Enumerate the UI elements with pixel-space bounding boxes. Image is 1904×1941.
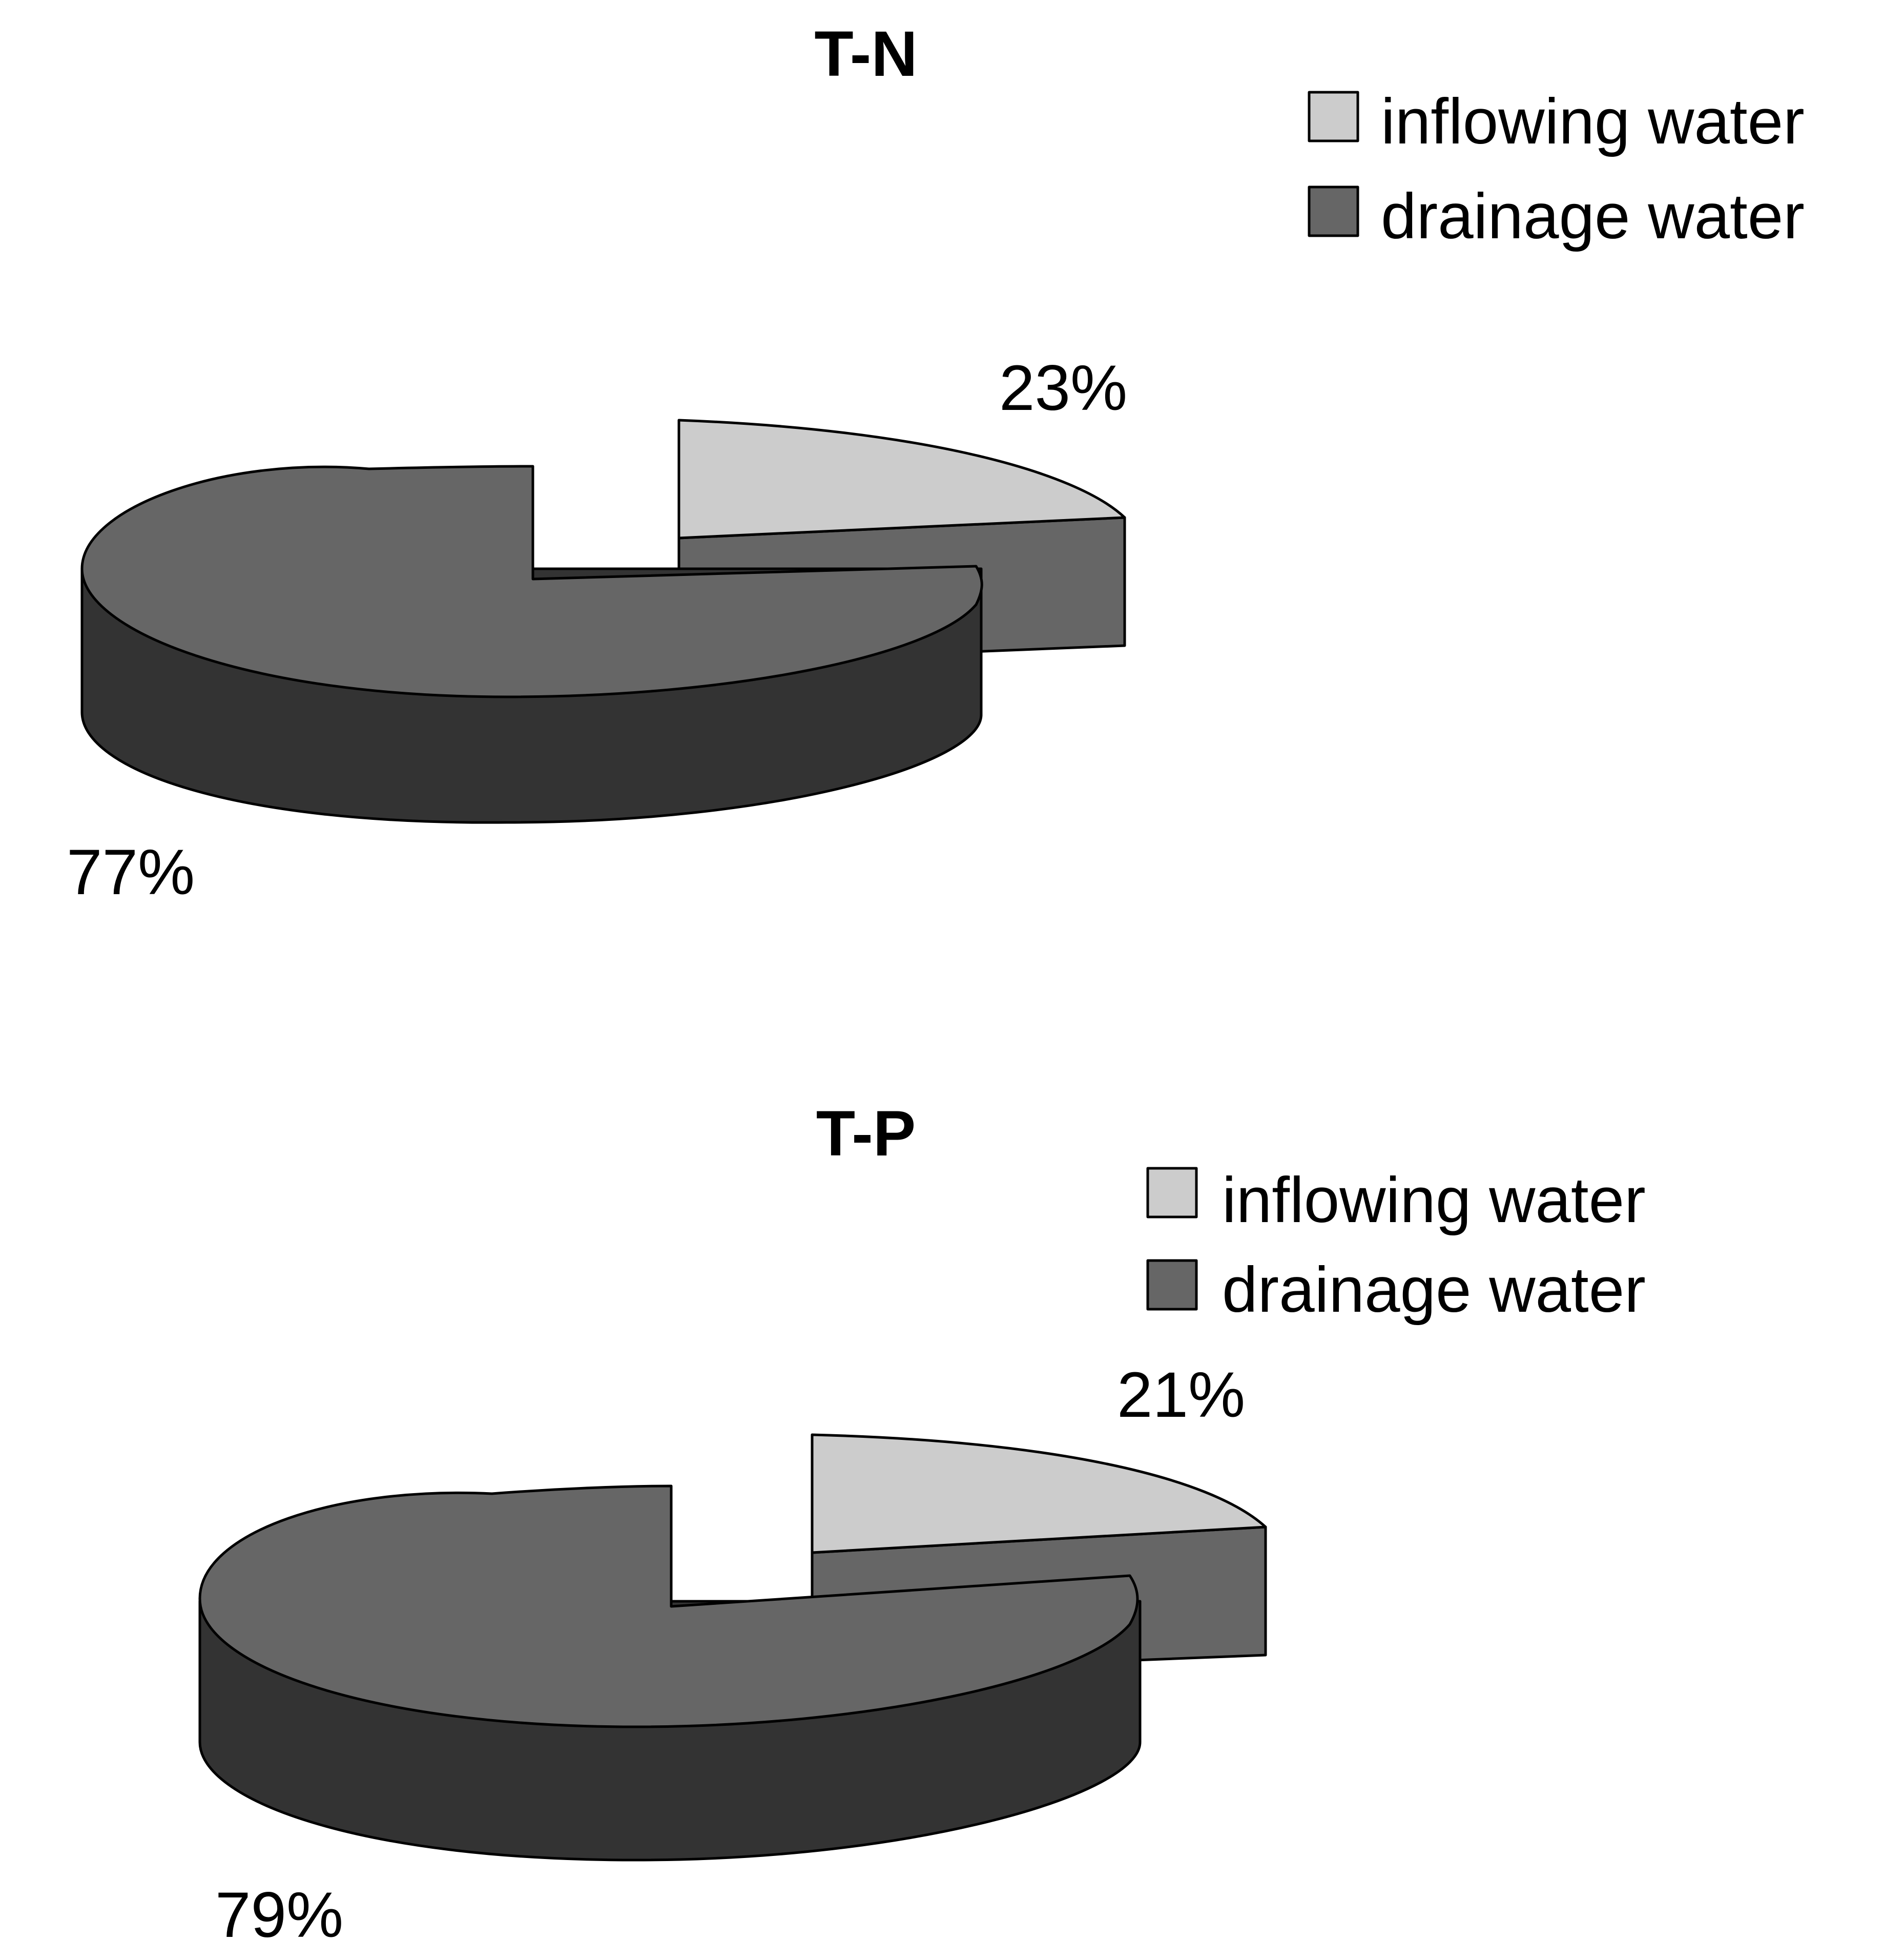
chart-tp-legend-label-inflowing: inflowing water <box>1222 1165 1646 1236</box>
chart-tn-title: T-N <box>814 18 917 90</box>
chart-tp-legend: inflowing water drainage water <box>1146 1165 1646 1326</box>
chart-tp-legend-swatch-drainage <box>1146 1259 1198 1311</box>
chart-tn-slice-inflowing-top <box>677 419 1126 540</box>
chart-tp-label-inflowing: 21% <box>1117 1359 1245 1431</box>
chart-tp-legend-label-drainage: drainage water <box>1222 1254 1646 1326</box>
chart-tn-slice-drainage-top <box>80 465 983 698</box>
chart-tp-label-drainage: 79% <box>215 1880 343 1941</box>
chart-tn-legend-swatch-inflowing <box>1308 91 1359 142</box>
chart-tn-legend-label-drainage: drainage water <box>1381 181 1805 252</box>
chart-tn-label-inflowing: 23% <box>999 353 1127 424</box>
chart-tn-legend-label-inflowing: inflowing water <box>1381 86 1805 157</box>
chart-tn-legend: inflowing water drainage water <box>1308 86 1805 252</box>
chart-tn: T-N inflowing water drainage water 23% 7… <box>67 18 1805 908</box>
chart-tp-slice-drainage <box>198 1484 1142 1862</box>
chart-tp: T-P inflowing water drainage water 21% 7… <box>198 1098 1646 1941</box>
chart-tp-slice-inflowing-top <box>811 1433 1267 1554</box>
chart-tp-title: T-P <box>816 1098 916 1169</box>
chart-tn-slice-drainage <box>80 465 983 824</box>
chart-tn-legend-swatch-drainage <box>1308 185 1359 237</box>
chart-tp-slice-drainage-top <box>198 1484 1139 1728</box>
chart-tp-legend-swatch-inflowing <box>1146 1167 1198 1219</box>
chart-tn-label-drainage: 77% <box>67 837 195 908</box>
